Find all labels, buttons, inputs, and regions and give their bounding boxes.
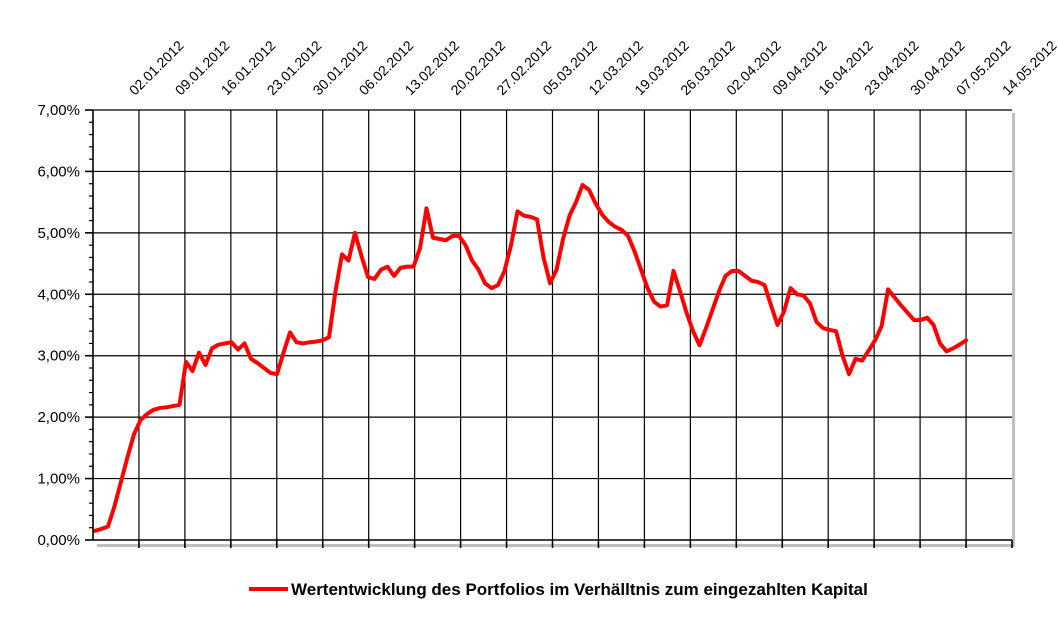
y-axis-tick-label: 4,00% xyxy=(37,286,80,303)
y-axis-tick-label: 2,00% xyxy=(37,409,80,426)
y-axis-tick-layer: 0,00% 1,00% 2,00% 3,00% 4,00% 5,00% 6,00% 7,00% xyxy=(37,102,93,549)
y-axis-tick-label: 5,00% xyxy=(37,225,80,242)
series-line-portfolio-performance xyxy=(93,182,969,533)
y-axis-tick-label: 3,00% xyxy=(37,348,80,365)
plot-frame-shadow xyxy=(97,113,1015,547)
plot-frame xyxy=(92,110,1012,541)
y-axis-tick-label: 7,00% xyxy=(37,102,80,119)
legend-entry-label: Wertentwicklung des Portfolios im Verhäl… xyxy=(291,580,868,599)
y-axis-tick-label: 0,00% xyxy=(37,532,80,549)
data-series-layer xyxy=(93,182,969,533)
chart-legend: Wertentwicklung des Portfolios im Verhäl… xyxy=(249,580,868,599)
y-axis-tick-label: 1,00% xyxy=(37,471,80,488)
y-axis-tick-label: 6,00% xyxy=(37,163,80,180)
grid-layer xyxy=(93,109,1012,540)
